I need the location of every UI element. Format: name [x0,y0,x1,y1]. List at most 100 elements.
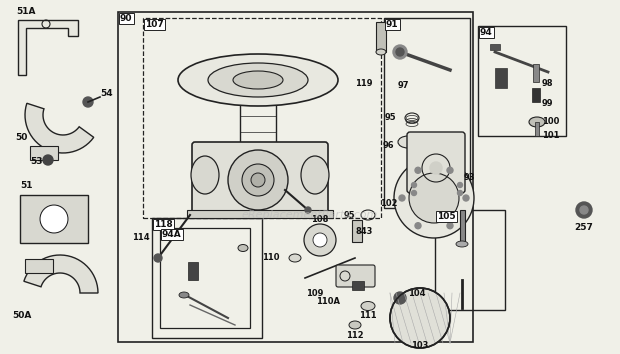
Bar [25,259,53,273]
Bar [533,64,539,82]
Text: 90: 90 [120,14,133,23]
Text: 114: 114 [133,234,150,242]
Circle shape [415,167,421,173]
Text: 109: 109 [306,290,324,298]
Text: 98: 98 [542,80,554,88]
Circle shape [394,158,474,238]
Circle shape [43,155,53,165]
Circle shape [412,183,417,188]
Circle shape [458,190,463,195]
Ellipse shape [191,156,219,194]
Circle shape [393,45,407,59]
Polygon shape [18,20,78,75]
Text: 95: 95 [384,114,396,122]
Text: 96: 96 [383,141,394,149]
Text: 107: 107 [145,20,164,29]
Circle shape [412,190,417,195]
Ellipse shape [398,136,418,148]
Ellipse shape [361,302,375,310]
Circle shape [40,205,68,233]
Bar [535,122,539,136]
Bar [30,146,58,160]
Circle shape [458,183,463,188]
Text: 93: 93 [464,173,476,183]
Circle shape [409,173,459,223]
Ellipse shape [162,231,174,239]
Text: 102: 102 [381,199,398,207]
Bar [532,88,540,102]
Ellipse shape [238,245,248,251]
Bar [495,68,507,88]
Circle shape [305,207,311,213]
Circle shape [83,97,93,107]
Circle shape [399,195,405,201]
Text: 119: 119 [355,80,373,88]
Circle shape [396,48,404,56]
Text: 94: 94 [480,28,493,37]
Text: 111: 111 [359,312,377,320]
Text: 108: 108 [311,216,329,224]
Ellipse shape [178,54,338,106]
Text: 91: 91 [386,20,399,29]
Text: 95: 95 [343,211,355,219]
Circle shape [576,202,592,218]
Circle shape [447,223,453,229]
Bar [20,195,88,243]
Bar [376,22,386,52]
Circle shape [304,224,336,256]
Text: 112: 112 [346,331,364,341]
Ellipse shape [289,254,301,262]
Circle shape [463,195,469,201]
Text: 105: 105 [437,212,456,221]
Circle shape [447,167,453,173]
Ellipse shape [233,71,283,89]
Circle shape [430,162,442,174]
Ellipse shape [179,292,189,298]
Bar [118,12,473,342]
Text: 103: 103 [411,342,428,350]
Circle shape [415,223,421,229]
Text: 51A: 51A [16,7,35,17]
FancyBboxPatch shape [336,265,375,287]
Text: 843: 843 [355,228,373,236]
Circle shape [251,173,265,187]
Circle shape [394,292,406,304]
Circle shape [242,164,274,196]
Ellipse shape [349,321,361,329]
Bar [435,210,505,310]
Bar [352,220,362,242]
Ellipse shape [301,156,329,194]
Bar [143,18,381,218]
Text: 110A: 110A [316,297,340,307]
Text: 101: 101 [542,131,559,141]
Text: eReplacementParts.com: eReplacementParts.com [242,210,378,220]
Bar [478,26,566,136]
Bar [460,210,465,245]
Text: 50A: 50A [12,310,32,320]
Bar [384,18,470,208]
Circle shape [313,233,327,247]
Text: 53: 53 [30,158,43,166]
Bar [490,44,500,50]
Bar [352,281,364,290]
FancyBboxPatch shape [192,142,328,213]
Text: 51: 51 [20,182,32,190]
Bar [187,210,333,218]
Text: 99: 99 [542,98,554,108]
Text: 50: 50 [15,132,27,142]
Ellipse shape [529,117,545,127]
Circle shape [580,206,588,214]
Bar [160,228,250,328]
Text: 100: 100 [542,118,559,126]
Text: 94A: 94A [162,230,182,239]
Text: 257: 257 [575,223,593,233]
FancyBboxPatch shape [407,132,465,193]
Text: 118: 118 [154,220,173,229]
Bar [152,218,262,338]
Text: 110: 110 [262,253,280,263]
Polygon shape [24,255,98,293]
Circle shape [154,254,162,262]
Bar [188,262,198,280]
Ellipse shape [456,241,468,247]
Text: 97: 97 [398,81,409,91]
